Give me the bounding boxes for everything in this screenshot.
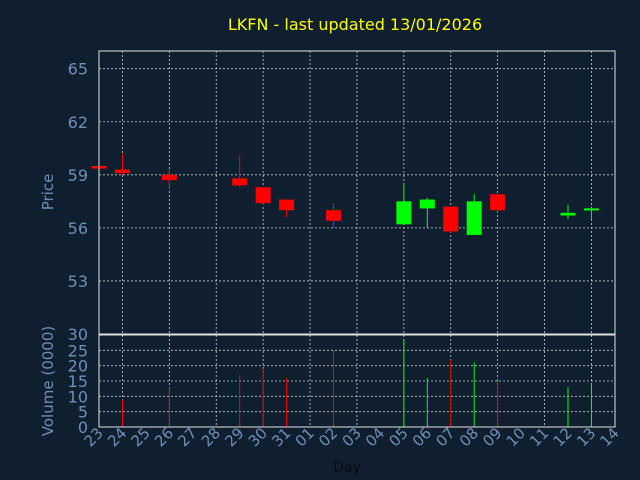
volume-bars [121,341,592,427]
price-tick-label: 56 [68,219,88,238]
x-tick-label: 06 [409,424,435,450]
x-tick-label: 07 [432,424,458,450]
candle-body [279,199,295,211]
candle-body [419,199,435,209]
candle-body [443,206,459,232]
price-axis-label: Price [39,174,57,211]
candle-body [114,169,130,174]
x-tick-label: 28 [198,424,224,450]
volume-tick-label: 10 [68,387,88,406]
x-tick-label: 04 [362,424,388,450]
x-tick-label: 29 [221,424,247,450]
price-grid [99,51,615,334]
x-tick-label: 10 [503,424,529,450]
x-tick-label: 01 [292,424,318,450]
x-tick-label: 24 [104,424,130,450]
x-tick-label: 30 [245,424,271,450]
volume-tick-label: 5 [78,403,88,422]
x-tick-label: 08 [456,424,482,450]
x-tick-label: 03 [339,424,365,450]
candle-body [232,178,248,186]
candle-body [466,201,482,235]
x-tick-label: 09 [479,424,505,450]
x-tick-label: 25 [127,424,153,450]
x-tick-label: 05 [385,424,411,450]
price-frame [98,50,616,335]
candle-body [583,208,599,211]
x-tick-label: 26 [151,424,177,450]
price-tick-label: 59 [68,166,88,185]
x-tick-label: 13 [573,424,599,450]
price-tick-label: 53 [68,272,88,291]
x-tick-label: 27 [174,424,200,450]
x-tick-label: 11 [526,424,552,450]
candle-body [161,174,177,181]
volume-frame [98,334,616,428]
x-tick-label: 14 [596,424,622,450]
candle-body [560,212,576,216]
x-tick-label: 02 [315,424,341,450]
candle-body [396,201,412,225]
volume-tick-label: 0 [78,418,88,437]
volume-grid [99,335,615,427]
x-tick-label: 31 [268,424,294,450]
volume-tick-label: 20 [68,357,88,376]
price-tick-label: 62 [68,113,88,132]
x-axis-label: Day [333,460,361,476]
volume-axis-label: Volume (0000) [39,326,57,436]
x-axis-ticks: 2324252627282930310102030405060708091011… [81,424,623,450]
candle-body [326,210,341,221]
price-panel: 65 62 59 56 53 Price [39,50,616,335]
x-tick-label: 12 [550,424,576,450]
price-tick-label: 65 [68,60,88,79]
volume-tick-label: 30 [68,325,88,344]
candle-body [490,194,506,211]
candle-body [255,187,271,204]
volume-tick-label: 15 [68,372,88,391]
price-y-ticks: 65 62 59 56 53 [68,60,88,291]
price-candles [91,153,599,235]
volume-tick-label: 25 [68,341,88,360]
chart-title: LKFN - last updated 13/01/2026 [228,15,482,34]
